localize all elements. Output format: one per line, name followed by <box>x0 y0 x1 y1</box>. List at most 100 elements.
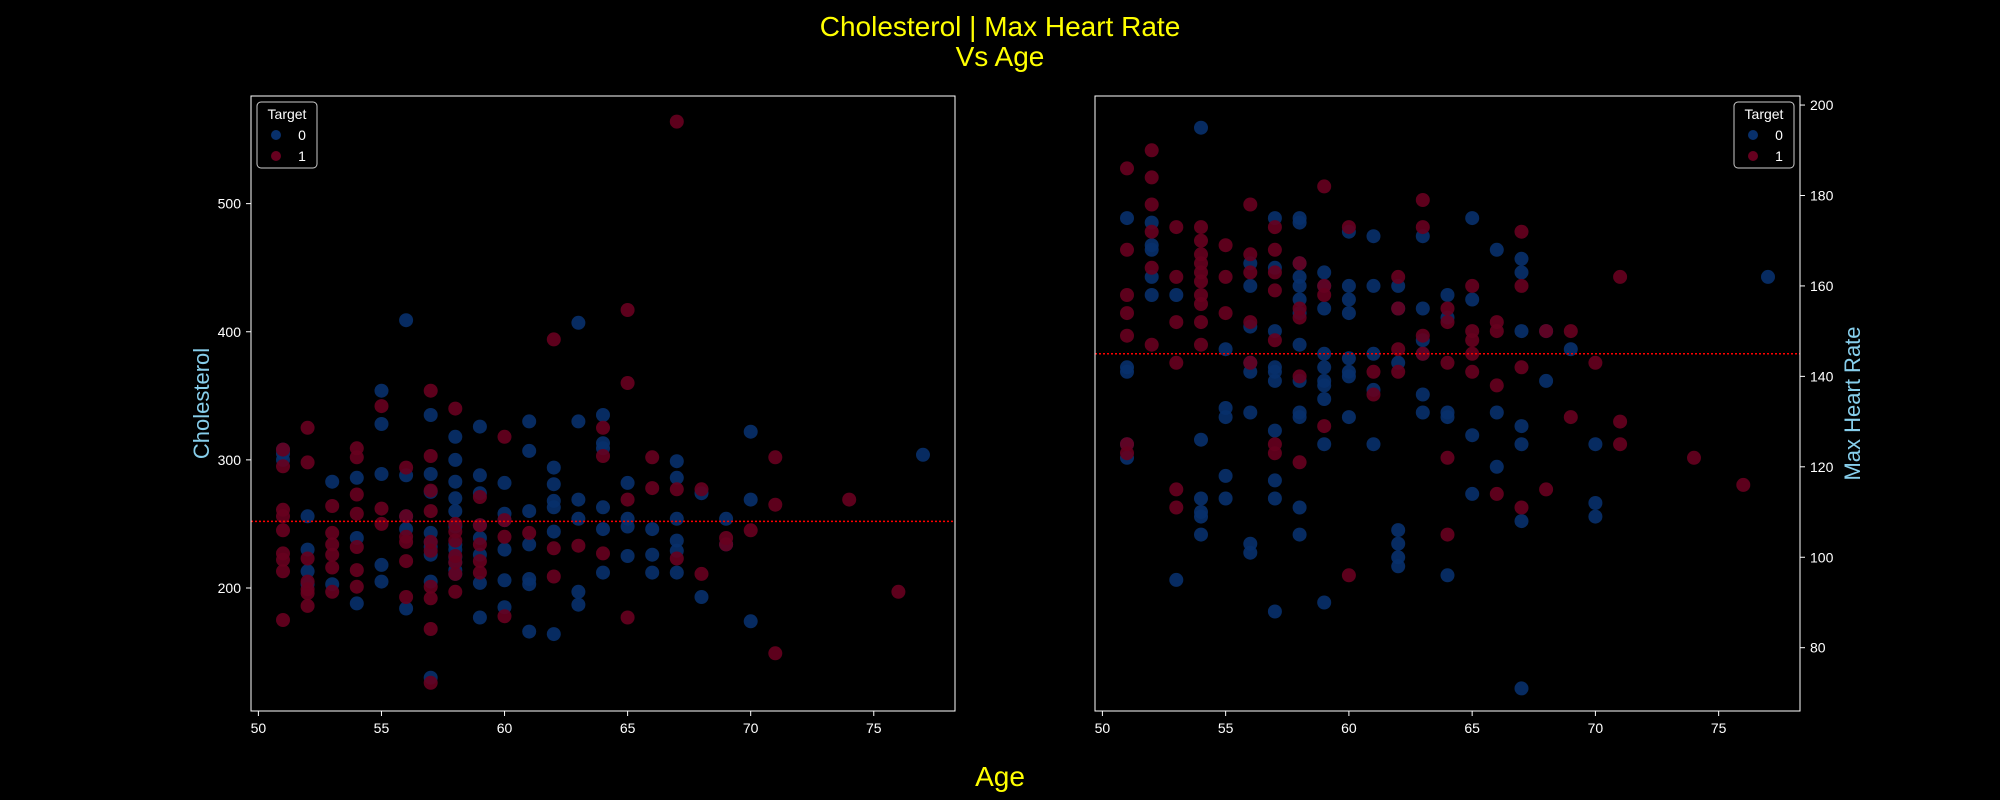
cholesterol-point <box>620 610 635 625</box>
cholesterol-legend-box <box>256 101 318 169</box>
max-heart-rate-plot-frame <box>1094 95 1801 712</box>
cholesterol-point <box>276 502 290 517</box>
max-heart-rate-point <box>1514 224 1529 239</box>
max-heart-rate-point <box>1366 278 1381 293</box>
cholesterol-point <box>349 596 364 611</box>
cholesterol-point <box>497 542 512 557</box>
max-heart-rate-x-tick-label: 75 <box>1711 720 1727 736</box>
max-heart-rate-point <box>1120 306 1134 321</box>
cholesterol-point <box>349 441 364 456</box>
cholesterol-point <box>546 477 561 492</box>
max-heart-rate-point <box>1218 238 1233 253</box>
cholesterol-point <box>276 564 290 579</box>
cholesterol-point <box>325 525 340 540</box>
max-heart-rate-point <box>1243 197 1258 212</box>
max-heart-rate-point <box>1169 572 1184 587</box>
cholesterol-x-tick-label: 50 <box>251 720 267 736</box>
max-heart-rate-point <box>1489 315 1504 330</box>
max-heart-rate-point <box>1317 373 1332 388</box>
max-heart-rate-point <box>1366 229 1381 244</box>
max-heart-rate-point <box>1194 247 1208 262</box>
cholesterol-x-tick-label: 65 <box>620 720 636 736</box>
max-heart-rate-point <box>1120 288 1134 302</box>
max-heart-rate-point <box>1489 378 1504 393</box>
cholesterol-point <box>694 566 709 581</box>
max-heart-rate-point <box>1415 220 1430 235</box>
max-heart-rate-point <box>1267 491 1282 506</box>
cholesterol-point <box>374 399 389 414</box>
max-heart-rate-point <box>1120 161 1134 176</box>
max-heart-rate-point <box>1267 360 1282 375</box>
cholesterol-point <box>743 523 758 538</box>
cholesterol-point <box>423 449 438 463</box>
cholesterol-point <box>571 511 586 526</box>
cholesterol-point <box>743 614 758 629</box>
cholesterol-point <box>300 574 315 589</box>
max-heart-rate-point <box>1243 536 1258 551</box>
max-heart-rate-scatter-panel: 50 55 60 65 70 75 80 100 120 140 160 180 200 Max Hear… <box>1094 95 1865 736</box>
max-heart-rate-point <box>1194 315 1208 330</box>
cholesterol-point <box>472 565 487 580</box>
cholesterol-point <box>276 523 290 538</box>
cholesterol-point <box>423 579 438 594</box>
cholesterol-point <box>669 551 684 566</box>
cholesterol-point <box>472 575 487 590</box>
cholesterol-point <box>325 584 340 599</box>
max-heart-rate-point <box>1169 288 1184 302</box>
cholesterol-point <box>399 460 414 475</box>
max-heart-rate-point <box>1514 437 1529 452</box>
cholesterol-point <box>571 315 586 330</box>
cholesterol-point <box>620 549 635 563</box>
max-heart-rate-point <box>1440 527 1455 542</box>
max-heart-rate-point <box>1514 514 1529 529</box>
max-heart-rate-point <box>1514 278 1529 293</box>
max-heart-rate-x-tick-label: 50 <box>1095 720 1111 736</box>
max-heart-rate-point <box>1292 269 1307 284</box>
cholesterol-point <box>669 470 684 485</box>
max-heart-rate-point <box>1341 292 1356 307</box>
cholesterol-point <box>596 408 610 422</box>
max-heart-rate-point <box>1194 233 1208 248</box>
max-heart-rate-point <box>1489 242 1504 257</box>
cholesterol-point <box>300 551 315 566</box>
max-heart-rate-point <box>1415 301 1430 316</box>
max-heart-rate-point <box>1194 120 1208 135</box>
cholesterol-point <box>448 491 463 506</box>
cholesterol-point <box>596 522 610 537</box>
max-heart-rate-point <box>1415 387 1430 402</box>
cholesterol-point <box>522 504 537 519</box>
cholesterol-point <box>276 459 290 474</box>
cholesterol-point <box>276 442 290 457</box>
cholesterol-point <box>620 511 635 526</box>
cholesterol-point <box>694 482 709 497</box>
figure-title-line2: Vs Age <box>956 41 1045 72</box>
cholesterol-point <box>399 529 414 544</box>
max-heart-rate-point <box>1366 346 1381 361</box>
max-heart-rate-point <box>1267 473 1282 488</box>
max-heart-rate-point <box>1292 527 1307 542</box>
cholesterol-point <box>497 573 512 588</box>
max-heart-rate-point <box>1144 238 1159 253</box>
max-heart-rate-point <box>1563 410 1578 425</box>
max-heart-rate-point <box>1440 288 1455 302</box>
cholesterol-point <box>596 420 610 435</box>
max-heart-rate-point <box>1588 496 1603 510</box>
max-heart-rate-point <box>1292 211 1307 226</box>
max-heart-rate-legend-box <box>1733 101 1795 169</box>
cholesterol-legend-label-0: 0 <box>298 127 306 143</box>
cholesterol-point <box>349 563 364 578</box>
cholesterol-point <box>571 584 586 599</box>
cholesterol-point <box>472 419 487 434</box>
max-heart-rate-legend-label-0: 0 <box>1775 127 1783 143</box>
cholesterol-point <box>571 597 586 612</box>
cholesterol-point <box>743 424 758 439</box>
cholesterol-point <box>423 534 438 549</box>
max-heart-rate-point <box>1292 500 1307 515</box>
max-heart-rate-point <box>1218 269 1233 284</box>
cholesterol-y-tick-label: 500 <box>218 196 242 212</box>
max-heart-rate-point <box>1317 419 1332 434</box>
max-heart-rate-point <box>1465 211 1480 226</box>
max-heart-rate-point <box>1465 428 1480 443</box>
cholesterol-point <box>522 525 537 540</box>
